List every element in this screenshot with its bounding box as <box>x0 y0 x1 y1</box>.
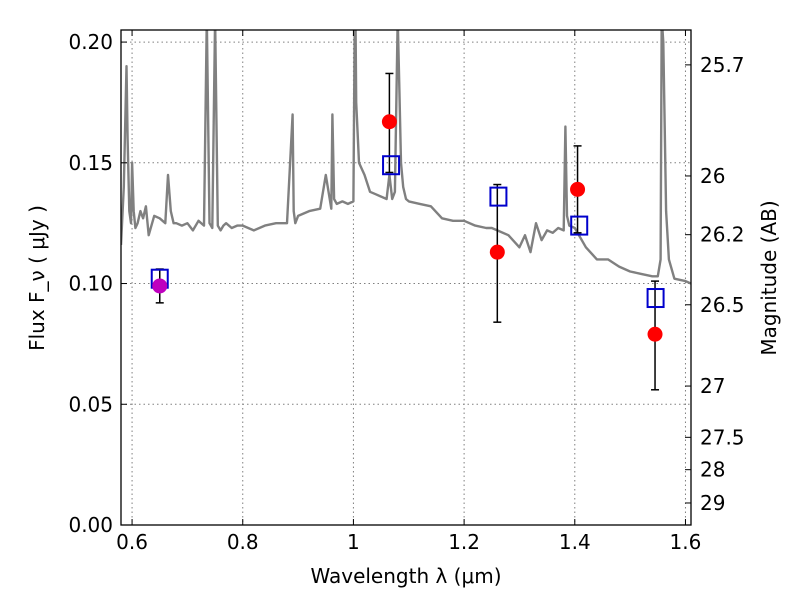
observed-point <box>647 326 663 342</box>
y-tick-label: 0.00 <box>68 513 113 537</box>
mag-tick-label: 26.5 <box>700 293 745 317</box>
tick-labels: 0.6 0.8 1 1.2 1.4 1.6 0.00 0.05 0.10 0.15 0.20 25.7… <box>68 30 744 554</box>
axis-ticks <box>121 30 691 526</box>
mag-tick-label: 29 <box>700 491 725 515</box>
model-square <box>489 186 508 207</box>
x-tick-label: 1.4 <box>559 530 591 554</box>
model-square <box>382 155 401 176</box>
observed-photometry <box>152 114 663 342</box>
x-axis-title: Wavelength λ (μm) <box>310 564 501 588</box>
spectrum-line <box>121 30 691 285</box>
model-spectrum <box>121 30 691 285</box>
x-tick-label: 0.8 <box>227 530 259 554</box>
x-tick-label: 1.2 <box>448 530 480 554</box>
mag-tick-label: 27 <box>700 374 725 398</box>
y-tick-label: 0.20 <box>68 30 113 54</box>
observed-point <box>152 278 168 294</box>
mag-tick-label: 26 <box>700 164 725 188</box>
mag-tick-label: 25.7 <box>700 53 745 77</box>
x-tick-label: 0.6 <box>116 530 148 554</box>
observed-point <box>489 244 505 260</box>
y-axis-right-title: Magnitude (AB) <box>757 200 781 355</box>
y-tick-label: 0.15 <box>68 151 113 175</box>
observed-point <box>381 114 397 130</box>
y-tick-label: 0.10 <box>68 272 113 296</box>
model-photometry <box>150 155 665 309</box>
mag-tick-label: 27.5 <box>700 425 745 449</box>
x-tick-label: 1.6 <box>670 530 702 554</box>
y-axis-title: Flux F_ν ( μJy ) <box>25 205 49 351</box>
mag-tick-label: 28 <box>700 458 725 482</box>
plot-frame <box>120 29 692 526</box>
x-tick-label: 1 <box>347 530 360 554</box>
observed-point <box>570 181 586 197</box>
y-tick-label: 0.05 <box>68 392 113 416</box>
model-square <box>570 215 589 236</box>
model-square <box>646 288 665 309</box>
mag-tick-label: 26.2 <box>700 223 745 247</box>
